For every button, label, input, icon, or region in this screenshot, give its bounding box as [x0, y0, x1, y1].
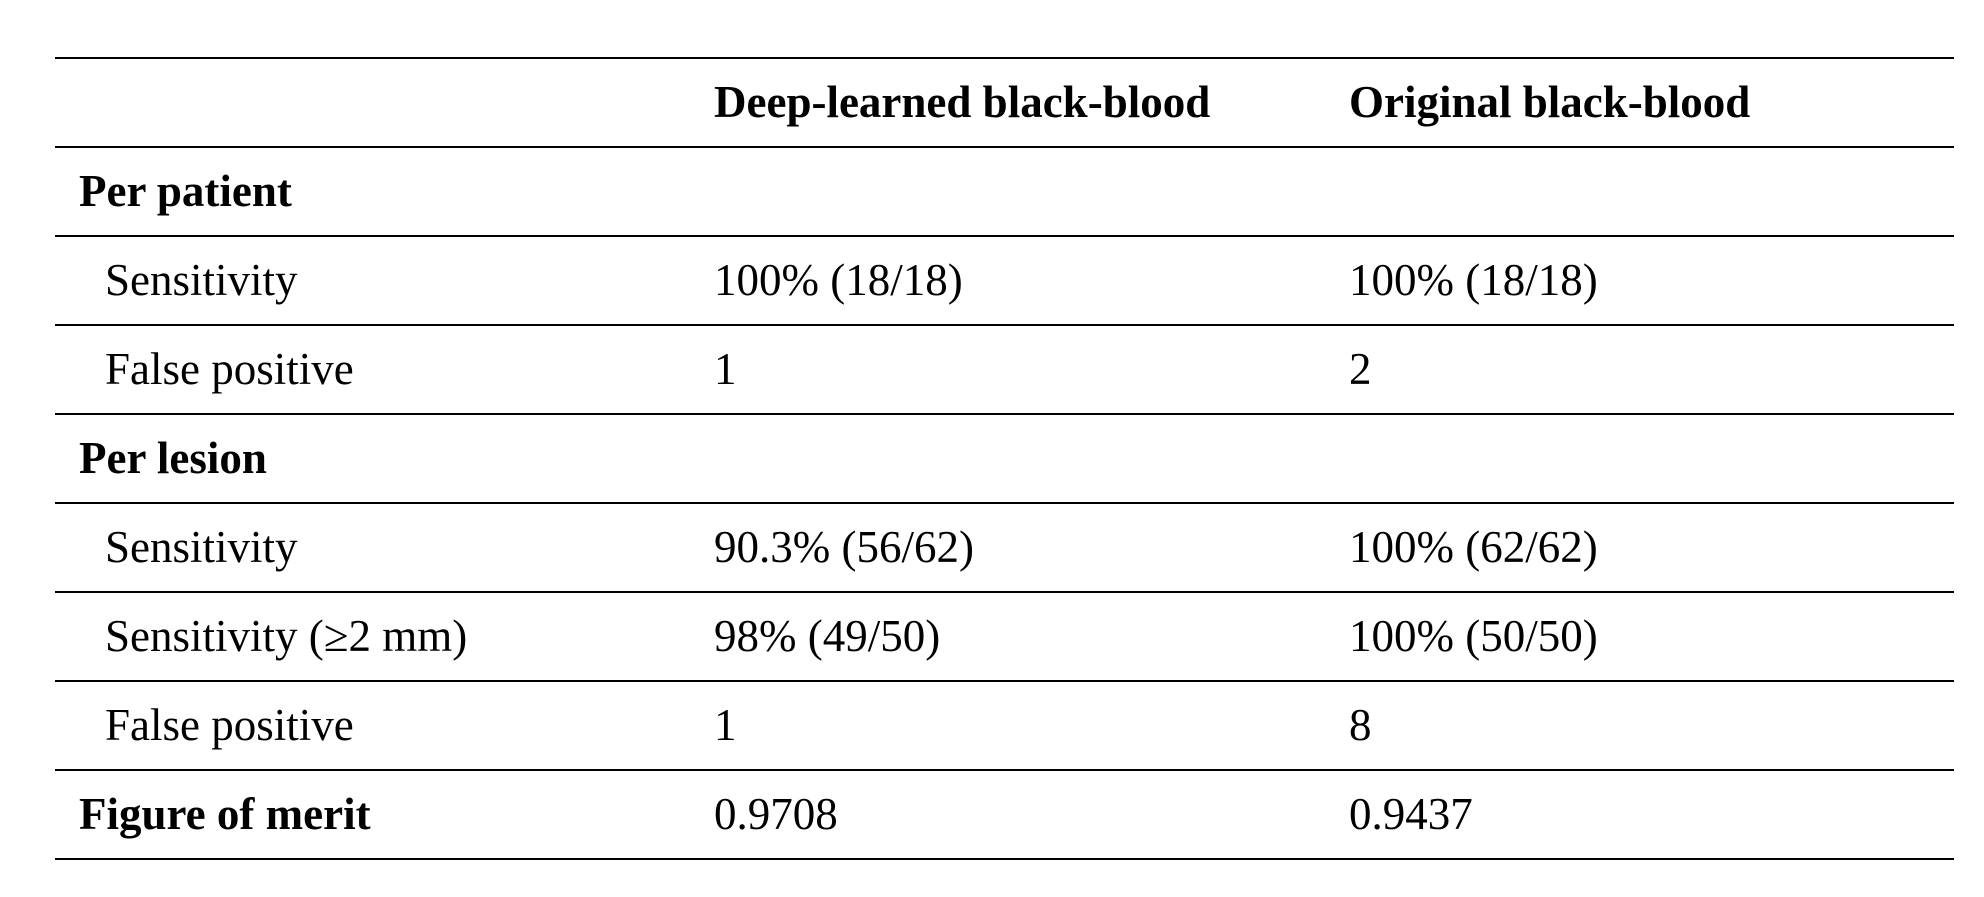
row-rule: [55, 146, 1954, 148]
cell-value: 98% (49/50): [714, 611, 941, 661]
row-label: Sensitivity: [105, 255, 298, 305]
row-rule: [55, 235, 1954, 237]
cell-value: 2: [1349, 344, 1372, 394]
cell-value: 8: [1349, 700, 1372, 750]
column-header: Deep-learned black-blood: [714, 77, 1211, 127]
cell-value: 0.9708: [714, 789, 838, 839]
row-rule: [55, 502, 1954, 504]
cell-value: 100% (18/18): [714, 255, 963, 305]
row-rule: [55, 769, 1954, 771]
row-label: False positive: [105, 700, 354, 750]
cell-value: 100% (62/62): [1349, 522, 1598, 572]
row-rule: [55, 858, 1954, 860]
row-rule: [55, 57, 1954, 59]
row-rule: [55, 680, 1954, 682]
row-label: Sensitivity (≥2 mm): [105, 611, 468, 661]
row-rule: [55, 324, 1954, 326]
section-title: Per lesion: [79, 433, 267, 483]
section-title: Per patient: [79, 166, 292, 216]
row-label: Sensitivity: [105, 522, 298, 572]
row-rule: [55, 413, 1954, 415]
summary-label: Figure of merit: [79, 789, 371, 839]
column-header: Original black-blood: [1349, 77, 1751, 127]
cell-value: 90.3% (56/62): [714, 522, 974, 572]
cell-value: 0.9437: [1349, 789, 1473, 839]
cell-value: 100% (50/50): [1349, 611, 1598, 661]
cell-value: 1: [714, 700, 737, 750]
cell-value: 100% (18/18): [1349, 255, 1598, 305]
cell-value: 1: [714, 344, 737, 394]
row-label: False positive: [105, 344, 354, 394]
row-rule: [55, 591, 1954, 593]
